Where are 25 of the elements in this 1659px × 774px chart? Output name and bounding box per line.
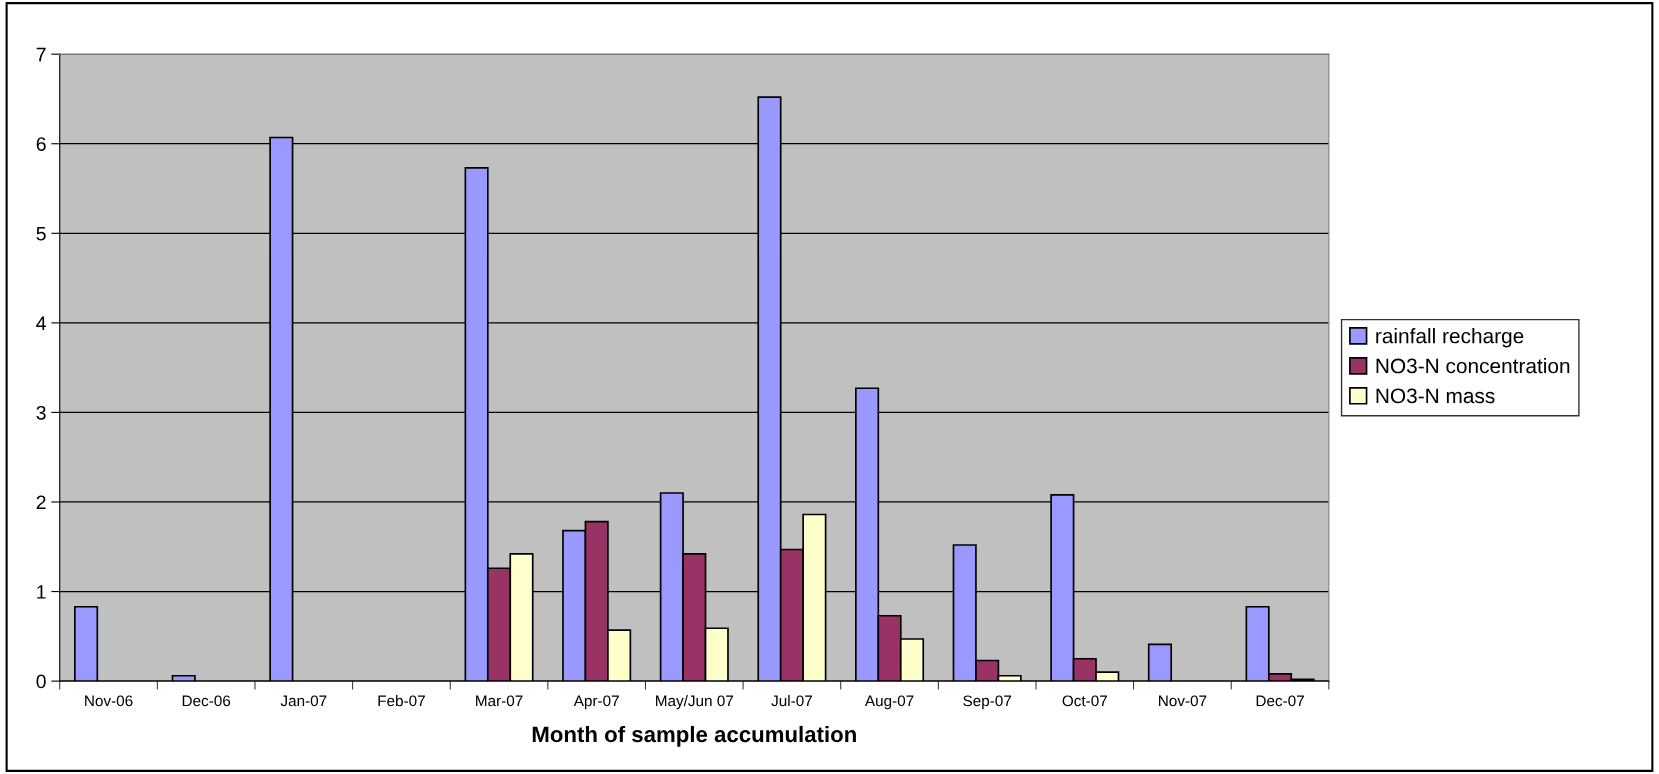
x-tick-label: Jul-07: [771, 695, 812, 707]
x-tick-label: Feb-07: [378, 695, 425, 707]
x-tick-label: Nov-07: [1159, 695, 1207, 707]
legend-label: NO3-N concentration: [1376, 358, 1570, 374]
x-tick-label: Dec-07: [1256, 695, 1304, 707]
legend-label: NO3-N mass: [1376, 388, 1495, 404]
x-tick-label: Dec-06: [182, 695, 231, 707]
x-tick-label: Nov-06: [85, 695, 133, 707]
x-axis-title: Month of sample accumulation: [532, 725, 856, 747]
y-tick-label: 6: [36, 137, 46, 151]
x-tick-label: Jan-07: [280, 695, 327, 707]
y-tick-label: 2: [36, 495, 46, 510]
x-tick-label: Sep-07: [963, 695, 1012, 710]
y-tick-label: 7: [36, 47, 46, 62]
y-tick-label: 1: [37, 585, 46, 599]
y-tick-label: 3: [36, 405, 46, 420]
legend-label: rainfall recharge: [1376, 328, 1524, 348]
x-tick-label: Mar-07: [476, 695, 523, 707]
x-tick-label: Aug-07: [864, 695, 914, 710]
y-tick-label: 5: [36, 226, 46, 241]
y-tick-label: 4: [36, 316, 46, 330]
y-tick-label: 0: [36, 674, 46, 689]
x-tick-label: Apr-07: [573, 695, 619, 710]
x-tick-label: Oct-07: [1062, 695, 1107, 707]
x-tick-label: May/Jun 07: [656, 695, 734, 710]
